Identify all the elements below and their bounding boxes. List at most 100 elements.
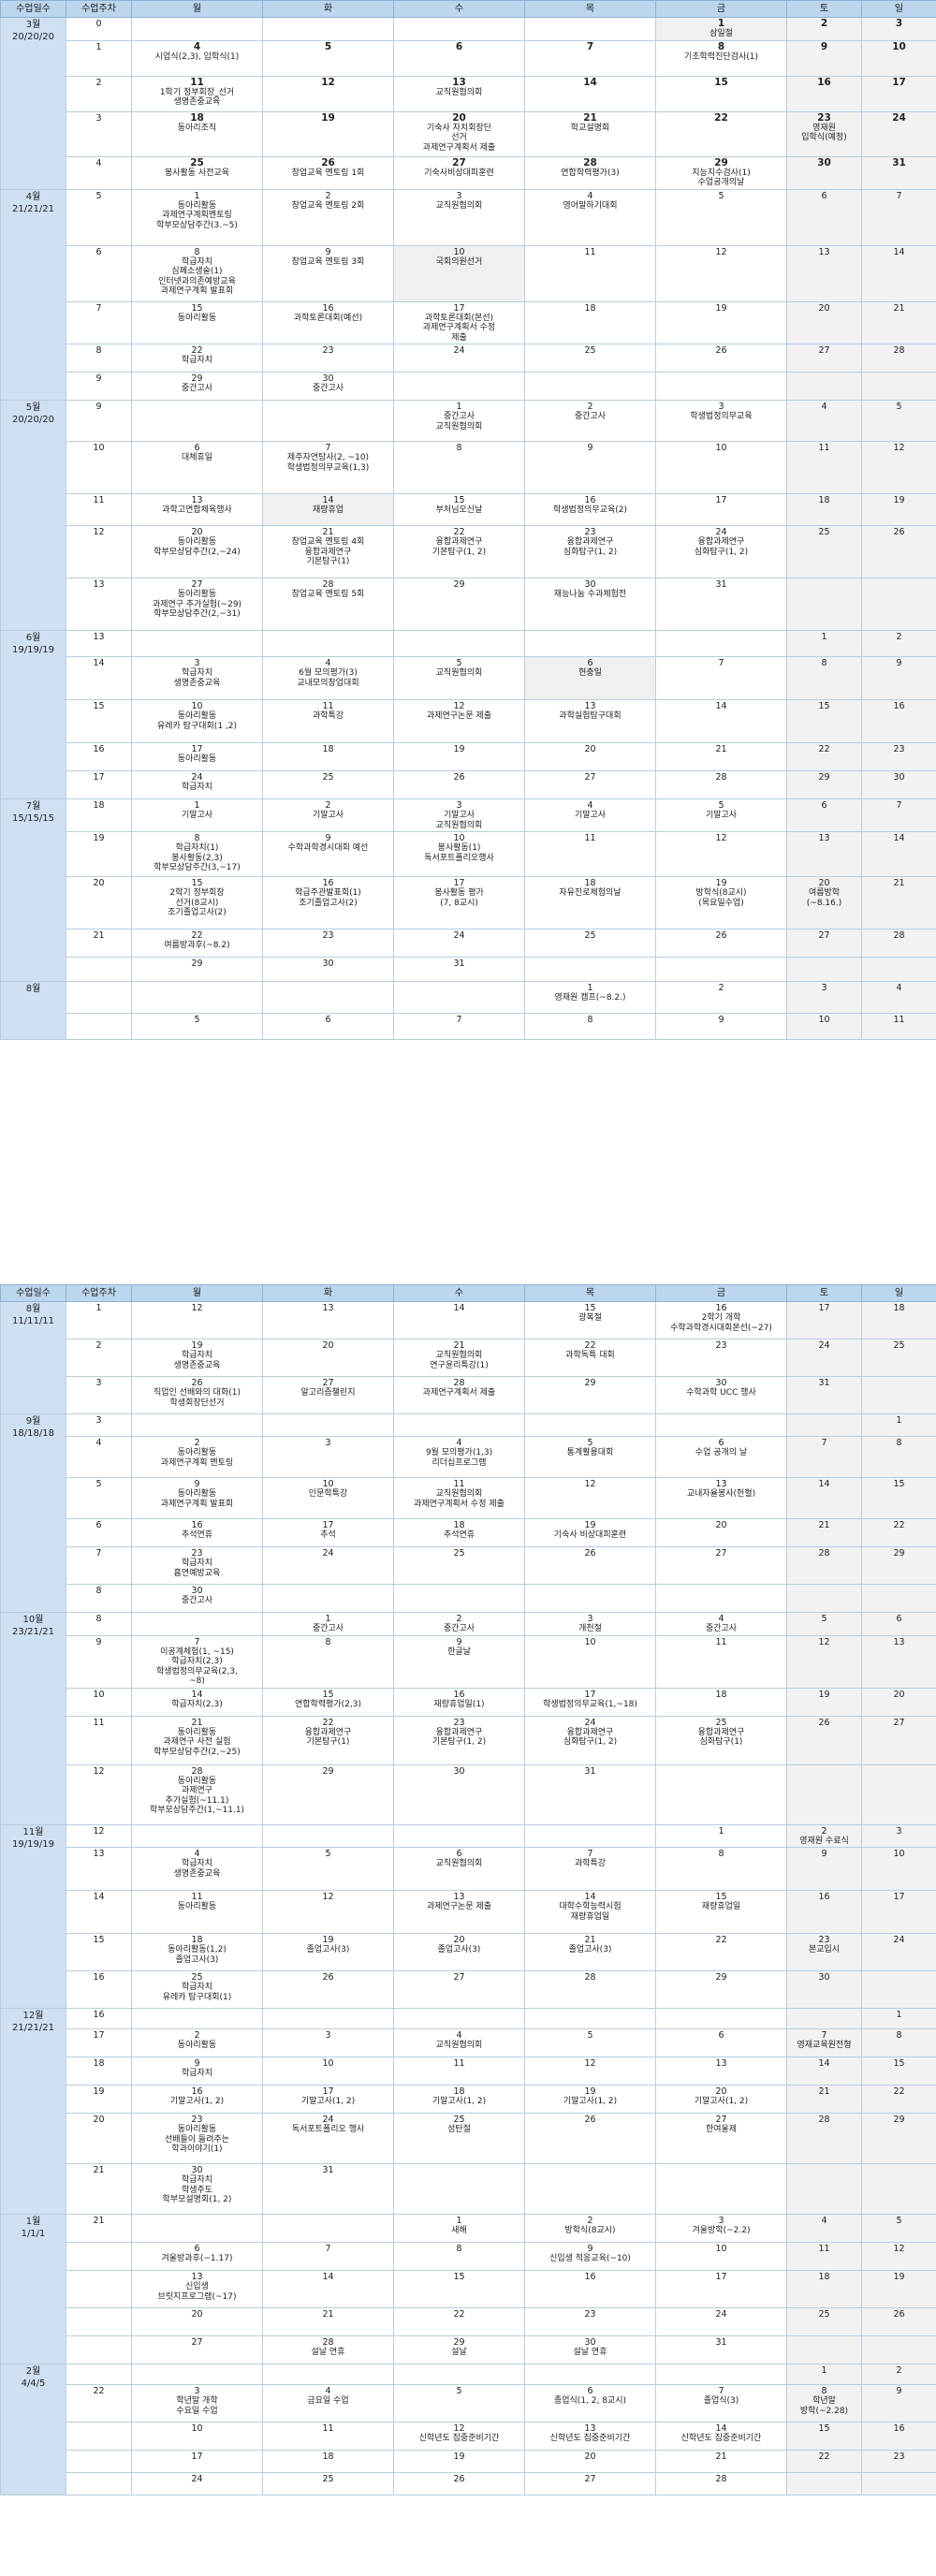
day-number: 15 xyxy=(818,2423,830,2434)
day-number: 23 xyxy=(715,1340,727,1351)
week-number xyxy=(66,1013,132,1040)
day-cell: 13 교직원협의회 xyxy=(393,75,525,112)
day-number: 5 xyxy=(324,40,332,52)
event-text: 학생법정의무교육(2) xyxy=(553,505,627,515)
event-text: 성탄절 xyxy=(447,2125,471,2134)
day-cell: 12 xyxy=(861,441,936,494)
week-number xyxy=(66,2472,132,2496)
day-cell: 3 학급자치 생명존중교육 xyxy=(131,656,263,700)
day-number: 14 xyxy=(322,2272,334,2282)
day-cell: 8 xyxy=(393,441,525,494)
day-number: 23 xyxy=(818,1935,830,1945)
day-number: 30 xyxy=(893,772,905,783)
day-cell: 9 xyxy=(861,656,936,700)
day-number: 29 xyxy=(584,1378,596,1388)
week-row: 4 2 동아리활동 과제연구계획 멘토링 3 4 9월 모의평가(1,3) 리더십프로그램… xyxy=(1,1436,936,1478)
event-text: 동아리활동 유레카 탐구대회(1 ,2) xyxy=(156,711,238,731)
month-label: 2월 4/4/5 xyxy=(0,2364,66,2496)
event-text: 대체휴일 xyxy=(181,453,213,462)
event-text: 학급자치 흡연예방교육 xyxy=(173,1559,221,1578)
column-header: 수업일수 xyxy=(0,0,66,18)
day-cell: 3 xyxy=(262,2028,394,2057)
header-row: 수업일수 수업주차 월 화 수 목 금 토 일 xyxy=(0,1284,936,1302)
day-number: 21 xyxy=(584,1935,596,1945)
day-number: 22 xyxy=(893,2086,905,2097)
day-cell: 13 과학실험탐구대회 xyxy=(524,699,656,743)
day-number: 24 xyxy=(453,930,465,941)
event-text: 영재원 입학식(예정) xyxy=(801,123,847,143)
day-cell: 18 xyxy=(524,300,656,344)
week-row: 13 4 학급자치 생명존중교육 5 6 교직원협의회 7 과학특강 8 9 10 xyxy=(1,1847,936,1891)
day-cell: 23 융합과제연구 기본탐구(1, 2) xyxy=(393,1715,525,1765)
day-cell: 16 xyxy=(524,2270,656,2308)
event-text: 알고리즘챌린지 xyxy=(300,1388,356,1398)
day-cell: 10 xyxy=(861,1847,936,1891)
week-number: 21 xyxy=(66,2214,132,2243)
column-header: 일 xyxy=(861,0,936,18)
day-number: 24 xyxy=(715,527,727,537)
day-number: 7 xyxy=(718,2386,724,2396)
day-cell: 8 학년말 방학(~2.28) xyxy=(786,2384,862,2422)
day-number: 4 xyxy=(456,2030,462,2041)
day-cell: 10 봉사활동(1) 독서포트폴리오행사 xyxy=(393,831,525,877)
event-text: 학생법정의무교육(1,~18) xyxy=(543,1699,637,1709)
event-text: 방학식(8교시) xyxy=(564,2226,616,2235)
day-cell: 25 성탄절 xyxy=(393,2113,525,2164)
event-text: 기말고사 xyxy=(574,811,607,820)
day-cell: 30 설날 연휴 xyxy=(524,2335,656,2364)
day-number: 12 xyxy=(893,443,905,453)
day-number: 6 xyxy=(718,2030,724,2041)
event-text: 졸업고사(3) xyxy=(437,1945,481,1954)
day-cell: 10 xyxy=(524,1634,656,1689)
day-number: 26 xyxy=(453,772,465,783)
day-number: 9 xyxy=(820,40,828,52)
week-row: 5 6 7 8 9 10 11 xyxy=(1,1013,936,1040)
day-cell: 19 xyxy=(861,493,936,526)
day-number: 13 xyxy=(584,701,596,711)
day-cell: 12 과제연구논문 제출 xyxy=(393,699,525,743)
day-number: 15 xyxy=(584,1303,596,1313)
day-number: 29 xyxy=(191,959,203,969)
day-number: 19 xyxy=(893,2272,905,2282)
week-number xyxy=(66,2242,132,2271)
day-cell: 14 재량휴업 xyxy=(262,493,394,526)
day-cell: 16 과학토론대회(예선) xyxy=(262,300,394,344)
day-cell xyxy=(393,1584,525,1613)
day-cell: 24 xyxy=(861,1933,936,1971)
week-row: 3월 20/20/20 0 1 삼일절 2 3 xyxy=(0,17,936,190)
day-cell: 6 xyxy=(262,1013,394,1040)
week-row: 6 16 추석연휴 17 추석 18 추석연휴 19 기숙사 비상대피훈련 20 21 22 xyxy=(1,1518,936,1547)
day-number: 12 xyxy=(453,701,465,711)
month-label: 8월 xyxy=(0,981,66,1040)
day-number: 9 xyxy=(587,2244,593,2254)
week-number: 3 xyxy=(66,1376,132,1414)
day-cell xyxy=(861,1970,936,2009)
day-number: 18 xyxy=(322,2452,334,2462)
day-cell: 29 xyxy=(524,1376,656,1414)
week-row: 12 28 동아리활동 과제연구 추가실험(~11.1) 학부모상담주간(1,~11… xyxy=(1,1764,936,1825)
day-number: 6 xyxy=(896,1614,902,1624)
day-cell xyxy=(393,17,525,41)
week-number: 16 xyxy=(66,2008,132,2029)
day-number: 6 xyxy=(325,1015,331,1025)
day-number: 9 xyxy=(896,658,902,668)
event-text: 동아리활동 학부모상담주간(2,~24) xyxy=(154,537,241,557)
day-number: 25 xyxy=(818,2309,830,2320)
day-cell: 31 xyxy=(655,578,787,631)
column-header: 금 xyxy=(655,1284,787,1302)
day-number: 22 xyxy=(818,744,830,754)
day-number: 10 xyxy=(322,2058,334,2069)
day-cell: 4 금요일 수업 xyxy=(262,2384,394,2422)
week-row: 3 18 동아리조직 19 20 기숙사 자치회장단 선거 과제연구계획서 제출 21 학교설… xyxy=(1,110,936,157)
day-cell: 11 xyxy=(786,441,862,494)
event-text: 동아리활동 과제연구 추가실험(~11.1) 학부모상담주간(1,~11.1) xyxy=(149,1776,245,1816)
event-text: 융합과제연구 기본탐구(1, 2) xyxy=(431,1727,487,1748)
event-text: 봉사활동 평가 (7, 8교시) xyxy=(434,888,484,908)
event-text: 추석연휴 xyxy=(443,1530,475,1540)
day-number: 19 xyxy=(191,1340,203,1351)
day-cell: 7 과학특강 xyxy=(524,1847,656,1891)
event-text: 추석 xyxy=(320,1530,336,1540)
day-number: 24 xyxy=(191,2474,203,2484)
day-cell: 30 xyxy=(786,155,862,190)
